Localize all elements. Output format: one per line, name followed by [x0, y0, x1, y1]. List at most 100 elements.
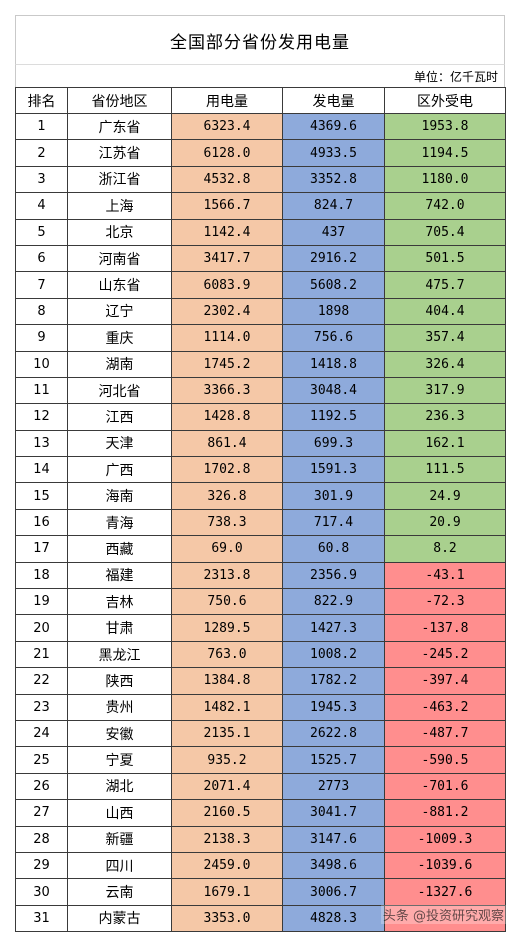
rank-cell: 2 [15, 139, 68, 167]
unit-label: 单位：亿千瓦时 [413, 69, 498, 84]
table-row: 18 福建 2313.8 2356.9 -43.1 [15, 561, 506, 590]
table-row: 13 天津 861.4 699.3 162.1 [15, 429, 506, 458]
table-row: 10 湖南 1745.2 1418.8 326.4 [15, 350, 506, 378]
rank-cell: 23 [15, 693, 68, 721]
generation-cell: 3041.7 [282, 799, 385, 827]
generation-cell: 1945.3 [282, 693, 385, 721]
table-row: 25 宁夏 935.2 1525.7 -590.5 [15, 746, 506, 774]
province-cell: 福建 [67, 561, 172, 590]
consumption-cell: 6323.4 [171, 112, 283, 141]
rank-cell: 29 [15, 851, 68, 880]
external-supply-cell: -590.5 [384, 746, 506, 774]
generation-cell: 301.9 [282, 482, 385, 510]
province-cell: 陕西 [67, 667, 172, 695]
consumption-cell: 2459.0 [171, 851, 283, 880]
table-row: 7 山东省 6083.9 5608.2 475.7 [15, 271, 506, 299]
rank-cell: 22 [15, 667, 68, 695]
province-cell: 浙江省 [67, 165, 172, 194]
consumption-cell: 1384.8 [171, 667, 283, 695]
generation-cell: 1427.3 [282, 614, 385, 642]
rank-cell: 6 [15, 244, 68, 273]
generation-cell: 2916.2 [282, 244, 385, 273]
external-supply-cell: 1953.8 [384, 112, 506, 141]
external-supply-cell: 20.9 [384, 508, 506, 537]
rank-cell: 28 [15, 825, 68, 853]
external-supply-cell: 1194.5 [384, 139, 506, 167]
generation-cell: 756.6 [282, 324, 385, 352]
rank-cell: 5 [15, 218, 68, 246]
consumption-cell: 1679.1 [171, 878, 283, 906]
external-supply-cell: 236.3 [384, 403, 506, 431]
external-supply-cell: 404.4 [384, 297, 506, 326]
rank-cell: 27 [15, 799, 68, 827]
table-row: 11 河北省 3366.3 3048.4 317.9 [15, 376, 506, 405]
consumption-cell: 6083.9 [171, 271, 283, 299]
province-cell: 江西 [67, 403, 172, 431]
external-supply-cell: -1009.3 [384, 825, 506, 853]
external-supply-cell: -397.4 [384, 667, 506, 695]
external-supply-cell: 111.5 [384, 456, 506, 484]
table-row: 9 重庆 1114.0 756.6 357.4 [15, 324, 506, 352]
province-cell: 四川 [67, 851, 172, 880]
generation-cell: 1525.7 [282, 746, 385, 774]
external-supply-cell: -43.1 [384, 561, 506, 590]
table-row: 2 江苏省 6128.0 4933.5 1194.5 [15, 139, 506, 167]
external-supply-cell: 1180.0 [384, 165, 506, 194]
rank-cell: 3 [15, 165, 68, 194]
generation-cell: 3147.6 [282, 825, 385, 853]
table-row: 15 海南 326.8 301.9 24.9 [15, 482, 506, 510]
external-supply-cell: 326.4 [384, 350, 506, 378]
rank-cell: 4 [15, 192, 68, 220]
generation-cell: 2356.9 [282, 561, 385, 590]
table-row: 28 新疆 2138.3 3147.6 -1009.3 [15, 825, 506, 853]
header-generation: 发电量 [282, 87, 385, 114]
table-body: 1 广东省 6323.4 4369.6 1953.8 2 江苏省 6128.0 4933.5 11… [15, 112, 506, 933]
table-row: 26 湖北 2071.4 2773 -701.6 [15, 772, 506, 801]
consumption-cell: 1482.1 [171, 693, 283, 721]
province-cell: 辽宁 [67, 297, 172, 326]
table-row: 6 河南省 3417.7 2916.2 501.5 [15, 244, 506, 273]
external-supply-cell [384, 904, 506, 933]
province-cell: 青海 [67, 508, 172, 537]
province-cell: 重庆 [67, 324, 172, 352]
table-row: 17 西藏 69.0 60.8 8.2 [15, 535, 506, 563]
rank-cell: 11 [15, 376, 68, 405]
consumption-cell: 2071.4 [171, 772, 283, 801]
province-cell: 甘肃 [67, 614, 172, 642]
province-cell: 山西 [67, 799, 172, 827]
rank-cell: 12 [15, 403, 68, 431]
consumption-cell: 4532.8 [171, 165, 283, 194]
consumption-cell: 326.8 [171, 482, 283, 510]
province-cell: 海南 [67, 482, 172, 510]
rank-cell: 24 [15, 719, 68, 748]
table-row: 5 北京 1142.4 437 705.4 [15, 218, 506, 246]
consumption-cell: 1745.2 [171, 350, 283, 378]
external-supply-cell: -137.8 [384, 614, 506, 642]
header-consumption: 用电量 [171, 87, 283, 114]
generation-cell: 60.8 [282, 535, 385, 563]
consumption-cell: 2135.1 [171, 719, 283, 748]
province-cell: 吉林 [67, 588, 172, 616]
consumption-cell: 3366.3 [171, 376, 283, 405]
province-cell: 山东省 [67, 271, 172, 299]
external-supply-cell: 742.0 [384, 192, 506, 220]
rank-cell: 13 [15, 429, 68, 458]
province-cell: 云南 [67, 878, 172, 906]
consumption-cell: 69.0 [171, 535, 283, 563]
external-supply-cell: 705.4 [384, 218, 506, 246]
table-row: 12 江西 1428.8 1192.5 236.3 [15, 403, 506, 431]
consumption-cell: 6128.0 [171, 139, 283, 167]
province-cell: 贵州 [67, 693, 172, 721]
generation-cell: 1782.2 [282, 667, 385, 695]
province-cell: 上海 [67, 192, 172, 220]
external-supply-cell: 475.7 [384, 271, 506, 299]
external-supply-cell: -1039.6 [384, 851, 506, 880]
external-supply-cell: -881.2 [384, 799, 506, 827]
province-cell: 黑龙江 [67, 640, 172, 669]
rank-cell: 25 [15, 746, 68, 774]
header-province: 省份地区 [67, 87, 172, 114]
generation-cell: 717.4 [282, 508, 385, 537]
table-row: 20 甘肃 1289.5 1427.3 -137.8 [15, 614, 506, 642]
electricity-table: 排名 省份地区 用电量 发电量 区外受电 1 广东省 6323.4 4369.6 195… [15, 87, 506, 933]
table-row: 30 云南 1679.1 3006.7 -1327.6 [15, 878, 506, 906]
